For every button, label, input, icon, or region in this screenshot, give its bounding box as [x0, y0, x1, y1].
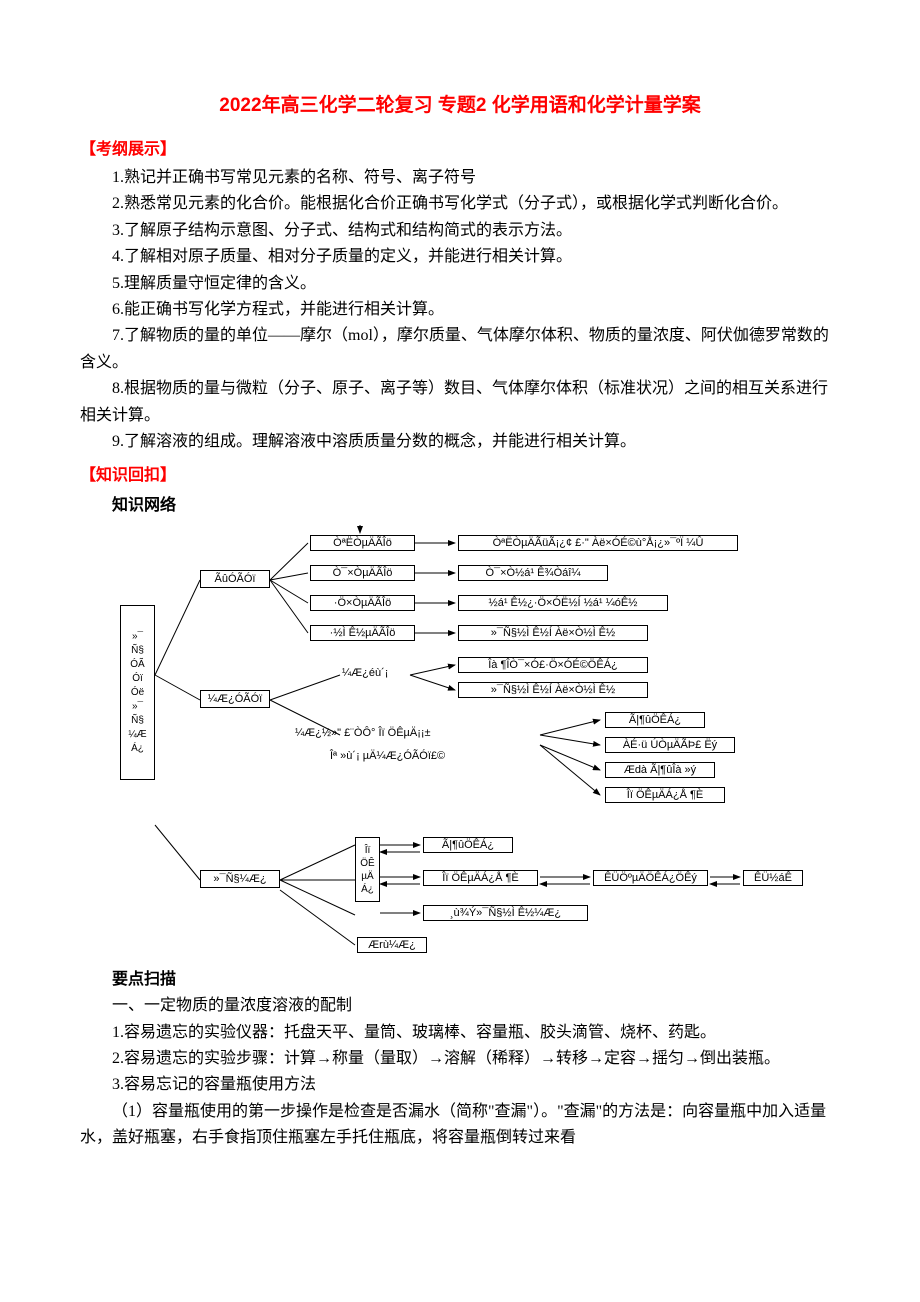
diagram-l2-c: »¯Ñ§¼Æ¿ — [200, 870, 280, 888]
diagram-row1-left: ÒªËÒµÄÃÎö — [310, 535, 415, 551]
diagram-row4-left: ·½Ì Ê½µÄÃÎö — [310, 625, 415, 641]
diagram-row2-right: Ò¯×Ò½á¹ Ê¾Òáî¼ — [458, 565, 608, 581]
diagram-row3-right: ½á¹ Ê½¿·Ö×ÓË½Í ½á¹ ¼óÊ½ — [458, 595, 668, 611]
exam-item-5: 5.理解质量守恒定律的含义。 — [80, 271, 840, 297]
exam-item-3: 3.了解原子结构示意图、分子式、结构式和结构简式的表示方法。 — [80, 218, 840, 244]
exam-item-6: 6.能正确书写化学方程式，并能进行相关计算。 — [80, 297, 840, 323]
points-intro: 一、一定物质的量浓度溶液的配制 — [80, 993, 840, 1019]
diagram-rc-c: Ædà Ã|¶ûÎà »ý — [605, 762, 715, 778]
diagram-bottom-n: Ã|¶ûÖÊÁ¿ — [423, 837, 513, 853]
diagram-row5b: »¯Ñ§½Ì Ê½Í Àë×Ò½Ì Ê½ — [458, 682, 648, 698]
diagram-bottom-v: Îï ÖÊµÄÁ¿Å ¶È — [423, 870, 538, 886]
exam-item-8: 8.根据物质的量与微粒（分子、原子、离子等）数目、气体摩尔体积（标准状况）之间的… — [80, 376, 840, 429]
exam-outline-header: 【考纲展示】 — [80, 135, 840, 159]
diagram-l2-a: ÃûÓÃÓï — [200, 570, 270, 588]
document-page: 2022年高三化学二轮复习 专题2 化学用语和化学计量学案 【考纲展示】 1.熟… — [0, 0, 920, 1192]
exam-item-7: 7.了解物质的量的单位——摩尔（mol），摩尔质量、气体摩尔体积、物质的量浓度、… — [80, 323, 840, 376]
diagram-rc-d: Îï ÖÊµÄÁ¿Å ¶È — [605, 787, 725, 803]
diagram-row5a: Îà ¶ÎÒ¯×Ó£·Ö×ÓÉ©ÖÊÁ¿ — [458, 657, 648, 673]
exam-item-4: 4.了解相对原子质量、相对分子质量的定义，并能进行相关计算。 — [80, 244, 840, 270]
diagram-rc-a: Ã|¶ûÖÊÁ¿ — [605, 712, 705, 728]
diagram-row3-left: ·Ö×ÒµÄÃÎö — [310, 595, 415, 611]
diagram-bottom-r1: ÊÜÖºµÄÖÊÁ¿ÖÊý — [593, 870, 708, 886]
network-label: 知识网络 — [112, 491, 840, 515]
exam-item-9: 9.了解溶液的组成。理解溶液中溶质质量分数的概念，并能进行相关计算。 — [80, 429, 840, 455]
diagram-rc-b: ÀÉ·ü ÚÒµÄÃÞ£ Ëý — [605, 737, 735, 753]
diagram-b2-label: ¼Æ¿½»" £¨ÒÔ° Îï ÖÊµÄ¡¡± — [295, 727, 431, 739]
point-4: （1）容量瓶使用的第一步操作是检查是否漏水（简称"查漏"）。"查漏"的方法是：向… — [80, 1099, 840, 1152]
knowledge-header: 【知识回扣】 — [80, 461, 840, 485]
diagram-bottom-r2: ÊÜ½áÊ — [743, 870, 803, 886]
diagram-row2-left: Ò¯×ÒµÄÃÎö — [310, 565, 415, 581]
point-2: 2.容易遗忘的实验步骤：计算→称量（量取）→溶解（稀释）→转移→定容→摇匀→倒出… — [80, 1046, 840, 1072]
knowledge-network-diagram: »¯Ñ§ÓÃÓïÓë»¯Ñ§¼ÆÁ¿ ÃûÓÃÓï ¼Æ¿ÓÃÓï »¯Ñ§¼Æ… — [120, 525, 840, 955]
diagram-l2-b: ¼Æ¿ÓÃÓï — [200, 690, 270, 708]
diagram-b3-label: Îª »ù´¡ µÄ¼Æ¿ÓÃÓï£© — [330, 750, 445, 762]
diagram-row1-right: ÒªËÒµÄÃüÃ¡¿¢ £·" Àë×ÓÉ©ù°Å¡¿»¯ºÏ ¼Û — [458, 535, 738, 551]
points-label: 要点扫描 — [112, 965, 840, 989]
diagram-bottom-center: ÎïÖÊµÄÁ¿ — [355, 837, 380, 902]
diagram-bottom-b: ¸ù¾Ý»¯Ñ§½Ì Ê½¼Æ¿ — [423, 905, 588, 921]
diagram-root: »¯Ñ§ÓÃÓïÓë»¯Ñ§¼ÆÁ¿ — [120, 605, 155, 780]
point-3: 3.容易忘记的容量瓶使用方法 — [80, 1072, 840, 1098]
exam-item-2: 2.熟悉常见元素的化合价。能根据化合价正确书写化学式（分子式），或根据化学式判断… — [80, 191, 840, 217]
document-title: 2022年高三化学二轮复习 专题2 化学用语和化学计量学案 — [80, 90, 840, 117]
diagram-b1-label: ¼Æ¿éù´¡ — [342, 667, 388, 679]
diagram-row4-right: »¯Ñ§½Ì Ê½Í Àë×Ò½Ì Ê½ — [458, 625, 648, 641]
exam-item-1: 1.熟记并正确书写常见元素的名称、符号、离子符号 — [80, 165, 840, 191]
diagram-bottom-left: Ærù¼Æ¿ — [357, 937, 427, 953]
point-1: 1.容易遗忘的实验仪器：托盘天平、量筒、玻璃棒、容量瓶、胶头滴管、烧杯、药匙。 — [80, 1020, 840, 1046]
